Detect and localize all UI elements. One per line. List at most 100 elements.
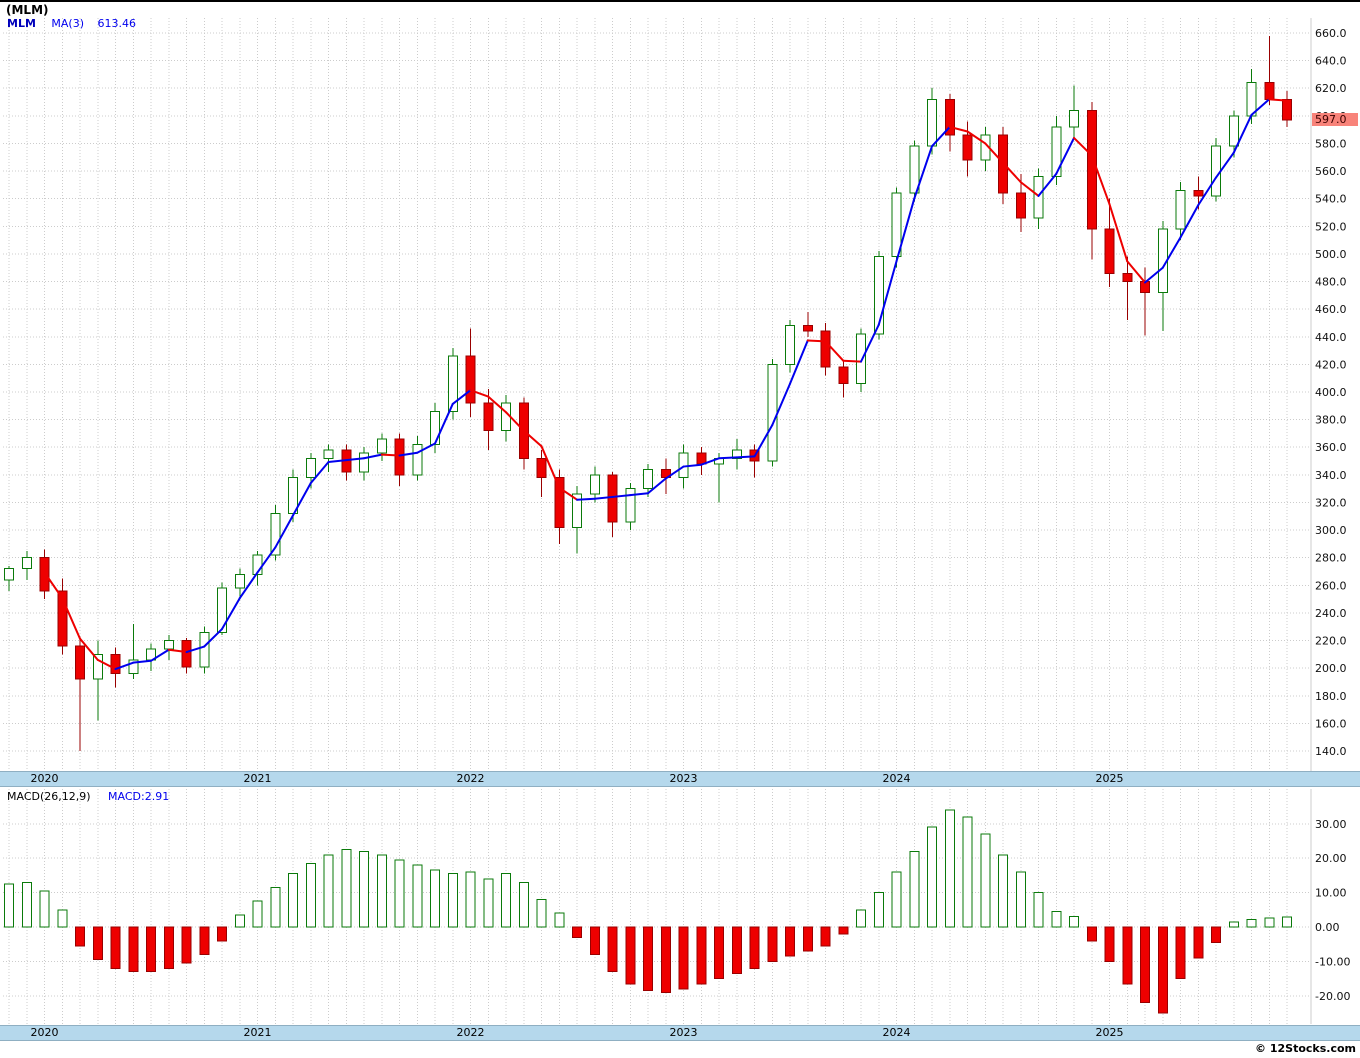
- ma3-segment: [558, 486, 578, 501]
- ma3-segment: [860, 323, 880, 363]
- macd-indicator-label: MACD(26,12,9): [7, 790, 91, 803]
- macd-legend: MACD(26,12,9) MACD:2.91: [7, 790, 169, 803]
- candle: [802, 311, 813, 337]
- candle-body: [412, 443, 423, 476]
- macd-bar-positive: [1264, 917, 1275, 928]
- macd-tick-label: 30.00: [1315, 818, 1347, 831]
- candle-body: [767, 363, 778, 462]
- macd-bar-positive: [412, 864, 423, 928]
- macd-bar-negative: [1104, 926, 1115, 962]
- macd-bar-negative: [199, 926, 210, 956]
- candle: [146, 643, 156, 671]
- ma3-segment: [451, 389, 472, 405]
- candle-body: [643, 468, 653, 490]
- macd-bar-positive: [483, 878, 494, 928]
- candle: [39, 549, 50, 600]
- macd-bar-positive: [4, 883, 14, 928]
- macd-tick-label: -10.00: [1315, 955, 1350, 968]
- ma3-segment: [1215, 151, 1235, 179]
- macd-bar-positive: [252, 900, 263, 928]
- year-label-2023: 2023: [669, 772, 698, 785]
- macd-bar-negative: [678, 926, 689, 990]
- ma3-segment: [505, 411, 525, 432]
- ma3-segment: [203, 628, 223, 648]
- macd-tick-label: 10.00: [1315, 887, 1347, 900]
- macd-bar-positive: [1015, 871, 1026, 928]
- ma3-segment: [416, 442, 436, 454]
- candle: [128, 623, 139, 680]
- candle: [75, 636, 85, 751]
- ma3-segment: [292, 482, 312, 517]
- ma3-segment: [1055, 136, 1075, 175]
- year-axis-main: 2020 2021 2022 2023 2024 2025: [0, 771, 1360, 787]
- candle-body: [1175, 189, 1186, 230]
- price-tick-label: 500.0: [1315, 248, 1347, 261]
- macd-bar-negative: [217, 926, 227, 942]
- ma3-segment: [256, 546, 277, 574]
- candle-body: [572, 493, 582, 528]
- year-label-2021: 2021: [243, 1026, 272, 1039]
- candle-body: [21, 557, 32, 570]
- candle: [820, 322, 831, 376]
- macd-bar-negative: [1086, 926, 1097, 942]
- price-tick-label: 640.0: [1315, 55, 1347, 68]
- ma3-segment: [806, 339, 827, 343]
- candle: [607, 472, 618, 537]
- candle-body: [110, 653, 121, 675]
- candle-body: [838, 366, 849, 385]
- ma3-segment: [1179, 204, 1200, 239]
- ma3-line: [43, 98, 1288, 671]
- candle-body: [909, 145, 920, 194]
- candle-body: [1282, 98, 1292, 121]
- price-tick-label: 160.0: [1315, 717, 1347, 730]
- year-label-2022: 2022: [456, 772, 485, 785]
- candle: [4, 565, 14, 591]
- macd-bar-positive: [927, 826, 937, 928]
- price-tick-label: 440.0: [1315, 331, 1347, 344]
- candle-body: [447, 355, 458, 412]
- macd-bar-positive: [856, 909, 866, 928]
- ma3-segment: [789, 339, 809, 385]
- macd-bar-negative: [572, 926, 582, 938]
- candle-body: [1193, 189, 1204, 197]
- candle: [643, 463, 653, 497]
- macd-bar-positive: [323, 854, 334, 928]
- ma3-segment: [43, 571, 64, 600]
- macd-bar-positive: [1051, 911, 1062, 928]
- macd-bar-positive: [873, 892, 884, 928]
- macd-bar-negative: [1157, 926, 1168, 1014]
- macd-bar-negative: [660, 926, 671, 993]
- ma-indicator-value: 613.46: [97, 17, 137, 30]
- ma3-segment: [877, 260, 898, 326]
- macd-bar-negative: [696, 926, 707, 985]
- macd-bar-negative: [749, 926, 760, 969]
- macd-bar-positive: [39, 890, 50, 928]
- price-tick-label: 620.0: [1315, 82, 1347, 95]
- ma3-segment: [79, 637, 99, 661]
- year-label-2024: 2024: [882, 1026, 911, 1039]
- macd-bar-positive: [1228, 921, 1239, 928]
- ma3-segment: [611, 494, 632, 498]
- ma3-segment: [398, 451, 419, 457]
- candle-body: [927, 98, 937, 147]
- candle-body: [1228, 115, 1239, 147]
- candle-body: [696, 452, 707, 465]
- candle-body: [607, 474, 618, 523]
- candle: [944, 93, 955, 152]
- ma3-segment: [1268, 98, 1288, 102]
- candle: [21, 550, 32, 580]
- price-tick-label: 140.0: [1315, 745, 1347, 758]
- macd-histogram: [4, 809, 1292, 1014]
- ma3-segment: [735, 455, 756, 459]
- ma3-segment: [895, 197, 916, 263]
- candles: [4, 35, 1292, 751]
- ma3-segment: [931, 125, 951, 148]
- macd-bar-negative: [163, 926, 174, 969]
- candle-body: [4, 568, 14, 581]
- macd-bar-positive: [1282, 916, 1292, 928]
- price-tick-label: 260.0: [1315, 579, 1347, 592]
- candle: [217, 582, 227, 636]
- ma3-segment: [114, 661, 135, 671]
- year-label-2025: 2025: [1095, 772, 1124, 785]
- candle: [57, 578, 68, 655]
